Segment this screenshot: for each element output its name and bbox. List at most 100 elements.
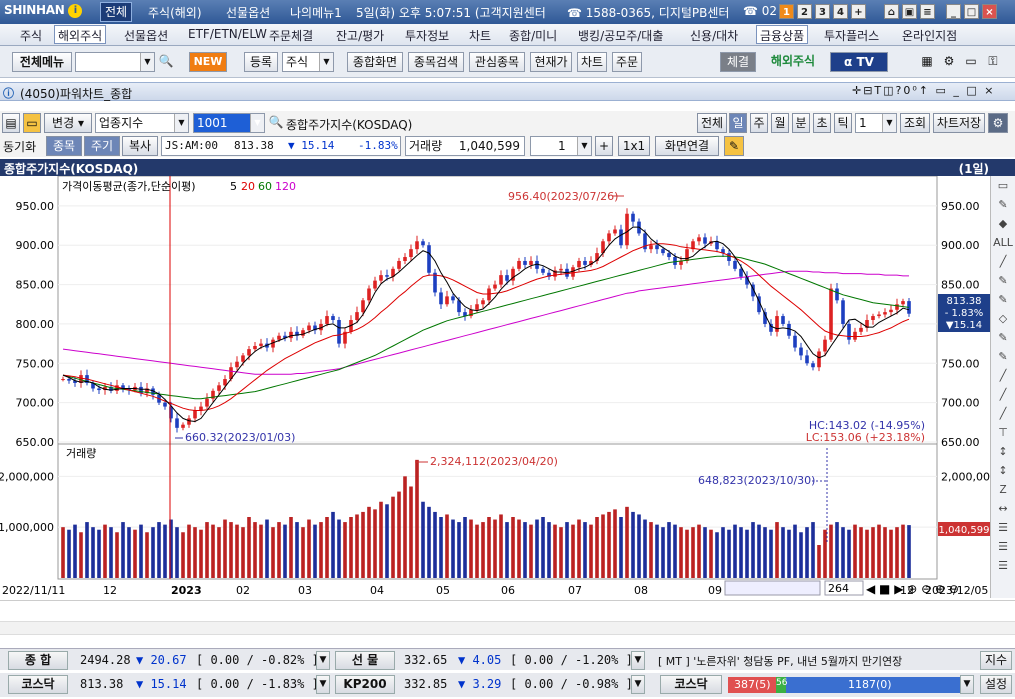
settings-gear-icon[interactable]: ⚙ [988, 113, 1008, 133]
menu-banking[interactable]: 뱅킹/공모주/대출 [578, 29, 664, 43]
chevron-down-icon[interactable]: ▼ [631, 651, 645, 670]
pencil-icon[interactable]: ✎ [724, 136, 744, 156]
menu-balance[interactable]: 잔고/평가 [336, 29, 385, 43]
screen-4-button[interactable]: 4 [833, 4, 848, 19]
category-select[interactable]: 업종지수 ▼ [95, 113, 189, 133]
gear-icon[interactable]: ⚙ [943, 54, 955, 68]
quote-button[interactable]: 현재가 [530, 52, 572, 72]
add-icon[interactable]: + [595, 136, 613, 156]
menu-invest-plus[interactable]: 투자플러스 [824, 29, 880, 43]
chevron-down-icon[interactable]: ▼ [319, 53, 333, 71]
copy-button[interactable]: 복사 [122, 136, 158, 156]
chevron-down-icon[interactable]: ▼ [631, 675, 645, 694]
save-chart-button[interactable]: 차트저장 [933, 113, 985, 133]
maximize-icon[interactable]: □ [964, 4, 979, 19]
close-icon[interactable]: × [982, 4, 997, 19]
candle-body [865, 320, 869, 328]
settings-button[interactable]: 설정 [980, 675, 1012, 694]
menu-credit[interactable]: 신용/대차 [690, 29, 739, 43]
candle-body [811, 363, 815, 368]
window-controls[interactable]: ✛⊟T◫?0⁰↑ ▭ _ □ × [852, 84, 996, 97]
count-select[interactable]: 1 ▼ [855, 113, 897, 133]
overview-button[interactable]: 종합화면 [347, 52, 403, 72]
menu-mini[interactable]: 종합/미니 [509, 29, 558, 43]
num-select[interactable]: 1 ▼ [530, 136, 592, 156]
count-input[interactable] [824, 580, 864, 596]
search-icon[interactable]: 🔍 [268, 115, 284, 129]
screen-link-button[interactable]: 화면연결 [655, 136, 719, 156]
chevron-down-icon[interactable]: ▼ [316, 651, 330, 670]
sync-cycle-button[interactable]: 주기 [84, 136, 120, 156]
lock-icon[interactable]: ▣ [902, 4, 917, 19]
menu-icon[interactable]: ≡ [920, 4, 935, 19]
horizontal-scrollbar[interactable] [0, 621, 1015, 635]
period-month-button[interactable]: 월 [771, 113, 789, 133]
volume-bar [391, 496, 395, 578]
stock-select[interactable]: 주식 ▼ [282, 52, 334, 72]
home-icon[interactable]: ⌂ [884, 4, 899, 19]
menu-futures[interactable]: 선물옵션 [124, 29, 169, 43]
period-tick-button[interactable]: 틱 [834, 113, 852, 133]
menu-orders[interactable]: 주문체결 [269, 29, 314, 43]
change-button[interactable]: 변경 ▾ [44, 113, 92, 133]
code-input[interactable]: 1001 ▼ [193, 113, 265, 133]
screen-3-button[interactable]: 3 [815, 4, 830, 19]
query-button[interactable]: 조회 [900, 113, 930, 133]
chart-area[interactable]: 950.00 900.00 850.00 800.00 750.00 700.00 650.… [0, 176, 1015, 600]
menu-chart[interactable]: 차트 [469, 29, 492, 43]
period-all-button[interactable]: 전체 [697, 113, 727, 133]
minimize-icon[interactable]: _ [946, 4, 961, 19]
watchlist-button[interactable]: 관심종목 [469, 52, 525, 72]
layout-icon[interactable]: ▤ [2, 113, 20, 133]
top-menu-futures[interactable]: 선물옵션 [226, 6, 271, 20]
period-second-button[interactable]: 초 [813, 113, 831, 133]
key-icon[interactable]: ⚿ [988, 54, 998, 68]
bookmark-icon[interactable]: ▭ [23, 113, 41, 133]
period-minute-button[interactable]: 분 [792, 113, 810, 133]
all-menu-button[interactable]: 전체메뉴 [12, 52, 72, 72]
candle-body [643, 233, 647, 250]
chevron-down-icon[interactable]: ▼ [960, 675, 974, 694]
order-button[interactable]: 주문 [612, 52, 642, 72]
chart-button[interactable]: 차트 [577, 52, 607, 72]
new-button[interactable]: NEW [189, 52, 227, 72]
chevron-down-icon[interactable]: ▼ [316, 675, 330, 694]
display-icon[interactable]: ▭ [965, 54, 977, 68]
period-week-button[interactable]: 주 [750, 113, 768, 133]
menu-overseas-stock[interactable]: 해외주식 [54, 25, 107, 44]
chevron-down-icon[interactable]: ▼ [577, 137, 591, 155]
price-tick-label-left: 750.00 [16, 357, 55, 370]
index-button[interactable]: 지수 [980, 651, 1012, 670]
chevron-down-icon[interactable]: ▼ [250, 114, 264, 132]
news-ticker[interactable]: [ MT ] '노른자위' 청담동 PF, 내년 5월까지 만기연장 [658, 655, 903, 668]
layout-1x1-button[interactable]: 1x1 [618, 136, 650, 156]
screen-2-button[interactable]: 2 [797, 4, 812, 19]
alpha-tv-button[interactable]: α TV [830, 52, 888, 72]
grid-icon[interactable]: ▦ [921, 54, 933, 68]
overseas-stock-link[interactable]: 해외주식 [770, 54, 816, 68]
screen-add-button[interactable]: + [851, 4, 866, 19]
screen-1-button[interactable]: 1 [779, 4, 794, 19]
contract-button[interactable]: 체결 [720, 52, 756, 72]
top-menu-all[interactable]: 전체 [100, 2, 133, 22]
menu-online-branch[interactable]: 온라인지점 [902, 29, 958, 43]
menu-etf[interactable]: ETF/ETN/ELW [188, 27, 267, 41]
stock-search-button[interactable]: 종목검색 [408, 52, 464, 72]
menu-search-input[interactable]: ▼ [75, 52, 155, 72]
chevron-down-icon[interactable]: ▼ [174, 114, 188, 132]
top-menu-overseas[interactable]: 주식(해외) [148, 6, 202, 20]
scroll-buttons[interactable]: ◀ ■ ▶ ⊕ ⊖ ⊕ ⊖ [866, 582, 959, 596]
menu-financial-products[interactable]: 금융상품 [756, 25, 809, 44]
top-menu-mymenu[interactable]: 나의메뉴1 [290, 6, 342, 20]
sync-item-button[interactable]: 종목 [46, 136, 82, 156]
period-day-button[interactable]: 일 [729, 113, 747, 133]
volume-bar [373, 509, 377, 578]
chart-scrollbar[interactable] [724, 580, 821, 596]
search-icon[interactable]: 🔍 [158, 54, 174, 68]
register-button[interactable]: 등록 [244, 52, 278, 72]
menu-stock[interactable]: 주식 [20, 29, 43, 43]
chevron-down-icon[interactable]: ▼ [882, 114, 896, 132]
chevron-down-icon[interactable]: ▼ [140, 53, 154, 71]
menu-invest-info[interactable]: 투자정보 [405, 29, 450, 43]
drawing-tool-palette[interactable]: ▭ ✎ ◆ ALL ╱ ✎ ✎ ◇ ✎ ✎ ╱ ╱ ╱ ⊤ ↕ ↕ Ｚ ↔ ☰ ☰ ☰ [990, 176, 1015, 598]
